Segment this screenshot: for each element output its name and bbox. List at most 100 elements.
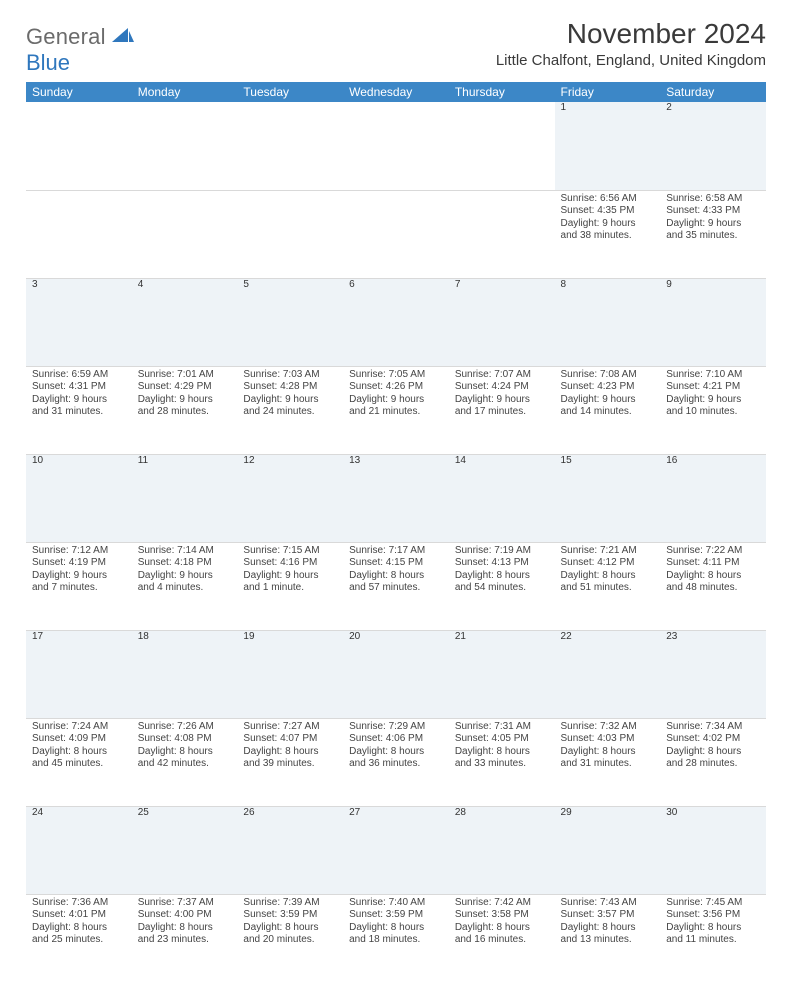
day-number-cell [26, 102, 132, 190]
daylight-text: Daylight: 8 hours and 33 minutes. [455, 746, 549, 771]
sunrise-text: Sunrise: 7:14 AM [138, 545, 232, 558]
day-number-cell: 23 [660, 630, 766, 718]
sunrise-text: Sunrise: 7:42 AM [455, 897, 549, 910]
sunset-text: Sunset: 3:57 PM [561, 909, 655, 922]
header-block: November 2024 Little Chalfont, England, … [496, 18, 766, 69]
page-title: November 2024 [496, 18, 766, 50]
sunrise-text: Sunrise: 7:12 AM [32, 545, 126, 558]
sunrise-text: Sunrise: 7:22 AM [666, 545, 760, 558]
day-number-cell: 3 [26, 278, 132, 366]
day-cell: Sunrise: 7:21 AMSunset: 4:12 PMDaylight:… [555, 542, 661, 630]
daylight-text: Daylight: 9 hours and 14 minutes. [561, 394, 655, 419]
day-number-cell: 1 [555, 102, 661, 190]
content-row: Sunrise: 6:59 AMSunset: 4:31 PMDaylight:… [26, 366, 766, 454]
day-cell: Sunrise: 7:22 AMSunset: 4:11 PMDaylight:… [660, 542, 766, 630]
sunset-text: Sunset: 4:21 PM [666, 381, 760, 394]
day-cell [26, 190, 132, 278]
day-cell: Sunrise: 7:32 AMSunset: 4:03 PMDaylight:… [555, 718, 661, 806]
sunset-text: Sunset: 4:12 PM [561, 557, 655, 570]
day-cell: Sunrise: 7:14 AMSunset: 4:18 PMDaylight:… [132, 542, 238, 630]
day-number-cell: 25 [132, 806, 238, 894]
daylight-text: Daylight: 8 hours and 28 minutes. [666, 746, 760, 771]
daynum-row: 12 [26, 102, 766, 190]
sunset-text: Sunset: 4:13 PM [455, 557, 549, 570]
daylight-text: Daylight: 9 hours and 10 minutes. [666, 394, 760, 419]
day-cell: Sunrise: 7:34 AMSunset: 4:02 PMDaylight:… [660, 718, 766, 806]
day-number-cell: 11 [132, 454, 238, 542]
daylight-text: Daylight: 8 hours and 54 minutes. [455, 570, 549, 595]
weekday-header: Sunday [26, 82, 132, 102]
day-cell: Sunrise: 6:59 AMSunset: 4:31 PMDaylight:… [26, 366, 132, 454]
day-cell [343, 190, 449, 278]
weekday-header: Thursday [449, 82, 555, 102]
day-cell: Sunrise: 7:17 AMSunset: 4:15 PMDaylight:… [343, 542, 449, 630]
sunset-text: Sunset: 4:08 PM [138, 733, 232, 746]
sunset-text: Sunset: 4:16 PM [243, 557, 337, 570]
day-number-cell: 29 [555, 806, 661, 894]
sunrise-text: Sunrise: 7:05 AM [349, 369, 443, 382]
daynum-row: 24252627282930 [26, 806, 766, 894]
daylight-text: Daylight: 8 hours and 13 minutes. [561, 922, 655, 947]
sunrise-text: Sunrise: 7:08 AM [561, 369, 655, 382]
sunrise-text: Sunrise: 7:27 AM [243, 721, 337, 734]
calendar-body: 12Sunrise: 6:56 AMSunset: 4:35 PMDayligh… [26, 102, 766, 982]
weekday-header: Wednesday [343, 82, 449, 102]
sunset-text: Sunset: 4:00 PM [138, 909, 232, 922]
sunrise-text: Sunrise: 6:56 AM [561, 193, 655, 206]
sunset-text: Sunset: 4:07 PM [243, 733, 337, 746]
daylight-text: Daylight: 8 hours and 31 minutes. [561, 746, 655, 771]
daylight-text: Daylight: 8 hours and 57 minutes. [349, 570, 443, 595]
daylight-text: Daylight: 8 hours and 48 minutes. [666, 570, 760, 595]
sunset-text: Sunset: 3:56 PM [666, 909, 760, 922]
sunrise-text: Sunrise: 7:31 AM [455, 721, 549, 734]
daylight-text: Daylight: 8 hours and 20 minutes. [243, 922, 337, 947]
day-cell: Sunrise: 7:37 AMSunset: 4:00 PMDaylight:… [132, 894, 238, 982]
sunrise-text: Sunrise: 7:32 AM [561, 721, 655, 734]
logo-word1: General [26, 24, 106, 49]
sunset-text: Sunset: 3:59 PM [349, 909, 443, 922]
day-number-cell: 26 [237, 806, 343, 894]
sunset-text: Sunset: 4:15 PM [349, 557, 443, 570]
sunset-text: Sunset: 3:58 PM [455, 909, 549, 922]
day-number-cell: 4 [132, 278, 238, 366]
daylight-text: Daylight: 9 hours and 35 minutes. [666, 218, 760, 243]
daylight-text: Daylight: 8 hours and 36 minutes. [349, 746, 443, 771]
day-number-cell: 15 [555, 454, 661, 542]
day-number-cell [237, 102, 343, 190]
content-row: Sunrise: 6:56 AMSunset: 4:35 PMDaylight:… [26, 190, 766, 278]
sunset-text: Sunset: 4:33 PM [666, 205, 760, 218]
sunset-text: Sunset: 4:01 PM [32, 909, 126, 922]
sunset-text: Sunset: 4:35 PM [561, 205, 655, 218]
day-cell: Sunrise: 6:56 AMSunset: 4:35 PMDaylight:… [555, 190, 661, 278]
sunrise-text: Sunrise: 7:21 AM [561, 545, 655, 558]
sunset-text: Sunset: 4:19 PM [32, 557, 126, 570]
sunrise-text: Sunrise: 7:24 AM [32, 721, 126, 734]
sunrise-text: Sunrise: 7:26 AM [138, 721, 232, 734]
calendar-head: SundayMondayTuesdayWednesdayThursdayFrid… [26, 82, 766, 102]
sunset-text: Sunset: 4:31 PM [32, 381, 126, 394]
day-cell: Sunrise: 7:15 AMSunset: 4:16 PMDaylight:… [237, 542, 343, 630]
day-cell: Sunrise: 7:08 AMSunset: 4:23 PMDaylight:… [555, 366, 661, 454]
daylight-text: Daylight: 9 hours and 17 minutes. [455, 394, 549, 419]
day-cell: Sunrise: 7:19 AMSunset: 4:13 PMDaylight:… [449, 542, 555, 630]
day-number-cell: 24 [26, 806, 132, 894]
day-number-cell [132, 102, 238, 190]
day-cell: Sunrise: 7:26 AMSunset: 4:08 PMDaylight:… [132, 718, 238, 806]
sunrise-text: Sunrise: 7:37 AM [138, 897, 232, 910]
day-number-cell: 9 [660, 278, 766, 366]
day-number-cell: 27 [343, 806, 449, 894]
day-cell: Sunrise: 7:39 AMSunset: 3:59 PMDaylight:… [237, 894, 343, 982]
sunset-text: Sunset: 3:59 PM [243, 909, 337, 922]
day-number-cell: 21 [449, 630, 555, 718]
day-cell [449, 190, 555, 278]
sunset-text: Sunset: 4:26 PM [349, 381, 443, 394]
daylight-text: Daylight: 9 hours and 38 minutes. [561, 218, 655, 243]
sunrise-text: Sunrise: 7:15 AM [243, 545, 337, 558]
day-number-cell: 14 [449, 454, 555, 542]
sunrise-text: Sunrise: 7:03 AM [243, 369, 337, 382]
sunset-text: Sunset: 4:02 PM [666, 733, 760, 746]
day-cell: Sunrise: 7:42 AMSunset: 3:58 PMDaylight:… [449, 894, 555, 982]
topbar: General Blue November 2024 Little Chalfo… [26, 18, 766, 76]
day-cell: Sunrise: 7:31 AMSunset: 4:05 PMDaylight:… [449, 718, 555, 806]
sunrise-text: Sunrise: 7:40 AM [349, 897, 443, 910]
